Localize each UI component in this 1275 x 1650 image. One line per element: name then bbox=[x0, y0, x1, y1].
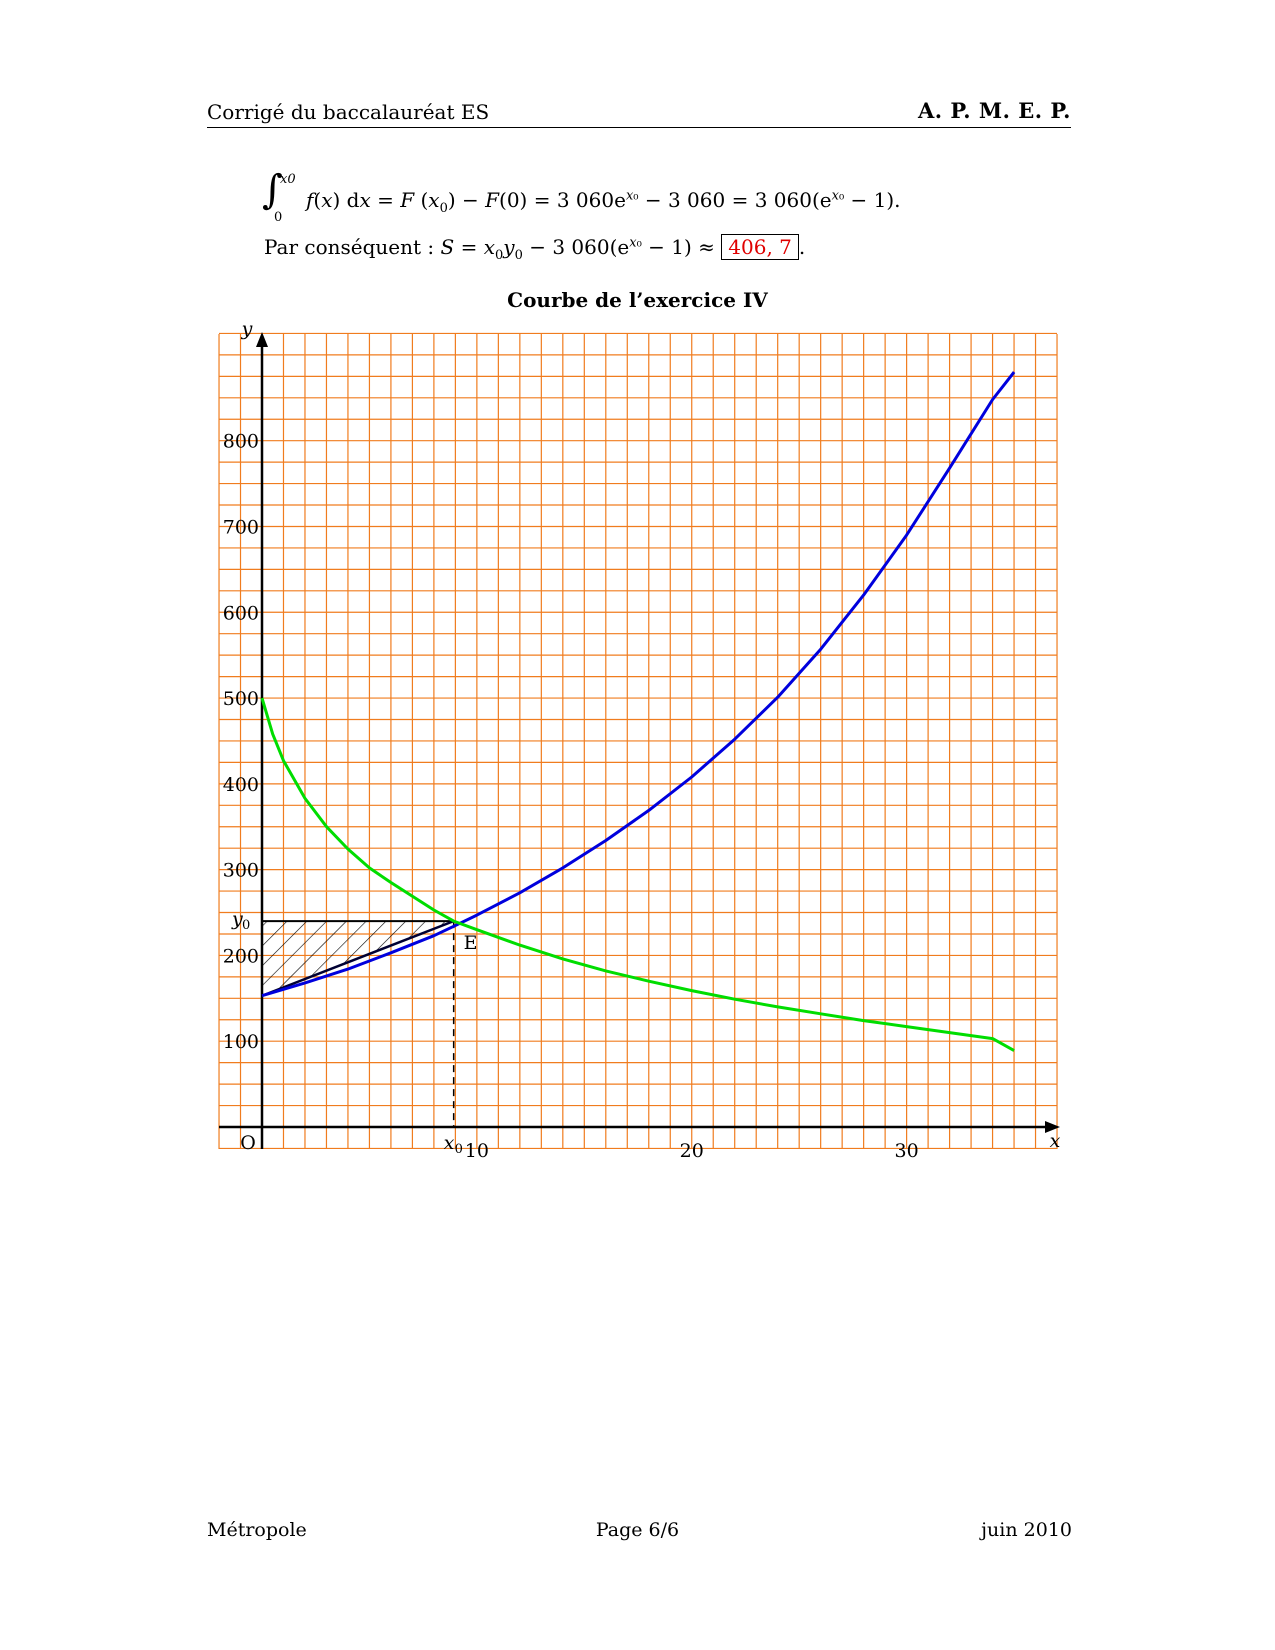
point-e-label: E bbox=[464, 932, 478, 954]
chord-line bbox=[261, 919, 455, 997]
integral-upper-limit: x0 bbox=[280, 172, 296, 187]
y0-subscript: 0 bbox=[242, 918, 250, 933]
integral-body: f(x) dx = F (x0) − F(0) = 3 060ex₀ − 3 0… bbox=[306, 188, 901, 216]
integral-sign: ∫ bbox=[262, 167, 283, 213]
running-header-right: A. P. M. E. P. bbox=[918, 98, 1071, 123]
y-tick-label: 500 bbox=[223, 688, 259, 710]
x-axis-arrow bbox=[1045, 1121, 1060, 1133]
area-result-equation: Par conséquent : S = x0y0 − 3 060(ex₀ − … bbox=[264, 234, 806, 263]
y-tick-label: 700 bbox=[223, 516, 259, 538]
x0-label: x bbox=[444, 1132, 455, 1154]
x-tick-label: 10 bbox=[465, 1140, 489, 1162]
footer-left: Métropole bbox=[207, 1519, 307, 1541]
y-tick-label: 300 bbox=[223, 860, 259, 882]
footer-page-number: Page 6/6 bbox=[595, 1519, 680, 1541]
x0-subscript: 0 bbox=[455, 1142, 463, 1157]
y-tick-label: 200 bbox=[223, 945, 259, 967]
header-rule bbox=[207, 127, 1071, 128]
figure-title: Courbe de l’exercice IV bbox=[507, 288, 768, 312]
origin-label: O bbox=[240, 1132, 256, 1154]
plot-curves bbox=[260, 371, 1016, 1052]
x-axis-label: x bbox=[1050, 1130, 1061, 1152]
y-tick-label: 600 bbox=[223, 602, 259, 624]
y-axis-label: y bbox=[241, 318, 253, 340]
hatched-area bbox=[261, 919, 455, 1127]
x-tick-label: 20 bbox=[680, 1140, 704, 1162]
integral-lower-limit: 0 bbox=[274, 210, 283, 225]
y-tick-label: 100 bbox=[223, 1031, 259, 1053]
decreasing-curve bbox=[260, 697, 1015, 1052]
plot-grid bbox=[218, 332, 1058, 1150]
y-tick-label: 400 bbox=[223, 774, 259, 796]
y0-label: y bbox=[231, 908, 243, 930]
footer-right: juin 2010 bbox=[981, 1519, 1072, 1541]
boxed-result: 406, 7 bbox=[721, 234, 799, 260]
plot-axes bbox=[219, 332, 1060, 1149]
y-tick-label: 800 bbox=[223, 431, 259, 453]
y-axis-arrow bbox=[256, 332, 268, 347]
running-header-left: Corrigé du baccalauréat ES bbox=[207, 100, 490, 124]
increasing-curve bbox=[261, 371, 1016, 998]
x-tick-label: 30 bbox=[895, 1140, 919, 1162]
